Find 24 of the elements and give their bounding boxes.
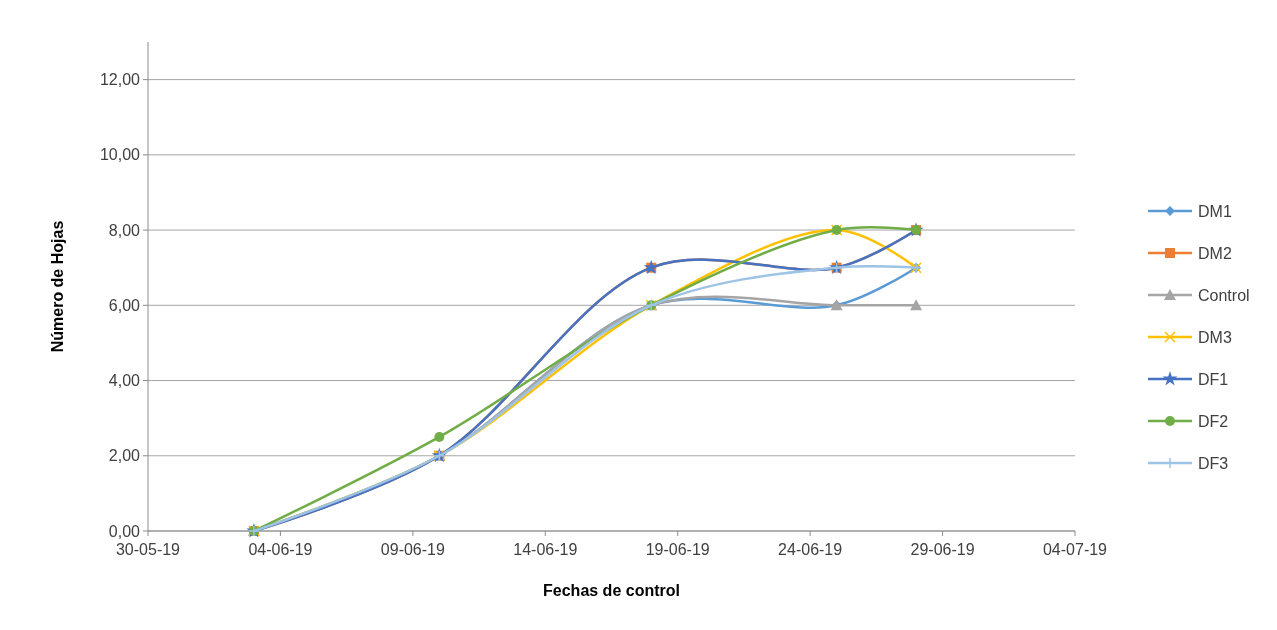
legend-label: DM3 bbox=[1198, 328, 1232, 346]
x-tick-label: 30-05-19 bbox=[115, 541, 181, 558]
x-tick-label: 14-06-19 bbox=[513, 541, 578, 558]
legend-label: DF2 bbox=[1198, 412, 1229, 430]
legend-label: DM2 bbox=[1198, 244, 1232, 262]
legend-label: DF1 bbox=[1198, 370, 1229, 388]
x-tick-label: 29-06-19 bbox=[910, 541, 975, 558]
legend-label: DF3 bbox=[1198, 454, 1229, 472]
legend-label: DM1 bbox=[1198, 202, 1232, 220]
y-tick-label: 6,00 bbox=[108, 296, 141, 314]
y-tick-label: 12,00 bbox=[99, 71, 141, 89]
y-tick-label: 2,00 bbox=[108, 447, 141, 465]
x-tick-label: 04-06-19 bbox=[248, 541, 313, 558]
y-tick-label: 8,00 bbox=[108, 221, 141, 239]
y-tick-label: 4,00 bbox=[108, 372, 141, 390]
legend-label: Control bbox=[1198, 286, 1250, 304]
x-axis-title: Fechas de control bbox=[543, 582, 680, 599]
x-tick-label: 04-07-19 bbox=[1042, 541, 1108, 558]
y-tick-label: 10,00 bbox=[99, 146, 141, 164]
x-tick-label: 19-06-19 bbox=[645, 541, 710, 558]
y-axis-title: Número de Hojas bbox=[49, 220, 66, 353]
x-tick-label: 09-06-19 bbox=[380, 541, 445, 558]
x-tick-label: 24-06-19 bbox=[778, 541, 843, 558]
y-tick-label: 0,00 bbox=[108, 522, 141, 540]
